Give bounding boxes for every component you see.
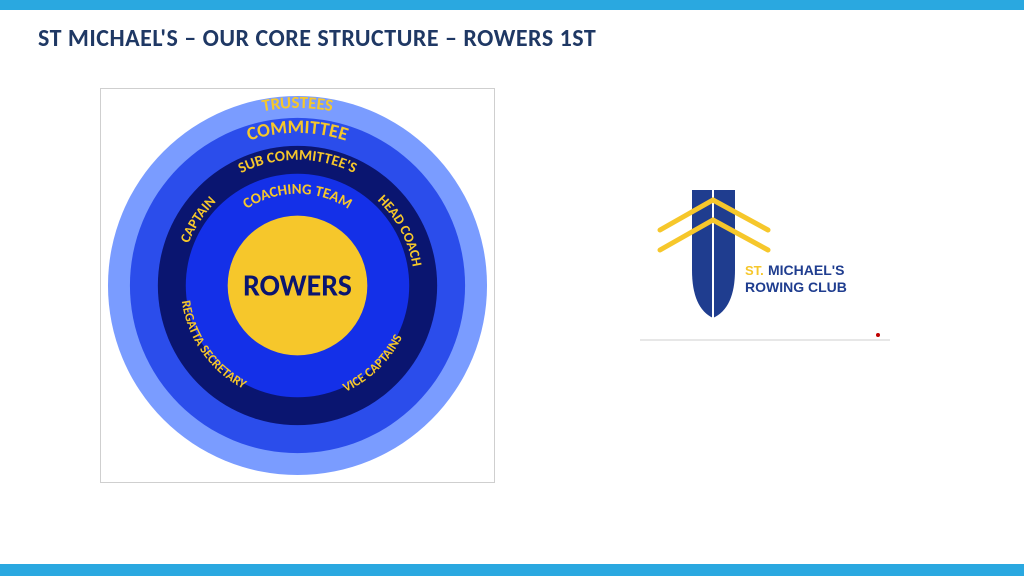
club-logo: ST. MICHAEL'SROWING CLUB xyxy=(640,180,900,350)
accent-bar-top xyxy=(0,0,1024,10)
page-title: ST MICHAEL'S – OUR CORE STRUCTURE – ROWE… xyxy=(38,24,596,53)
accent-bar-bottom xyxy=(0,564,1024,576)
svg-text:ROWERS: ROWERS xyxy=(243,268,352,304)
svg-text:TRUSTEES: TRUSTEES xyxy=(260,92,334,116)
core-structure-diagram: TRUSTEESCOMMITTEESUB COMMITTEE'SCOACHING… xyxy=(100,88,495,483)
svg-text:MICHAEL'S: MICHAEL'S xyxy=(768,262,844,278)
svg-text:ROWING CLUB: ROWING CLUB xyxy=(745,279,847,295)
svg-text:ST.: ST. xyxy=(745,263,764,278)
